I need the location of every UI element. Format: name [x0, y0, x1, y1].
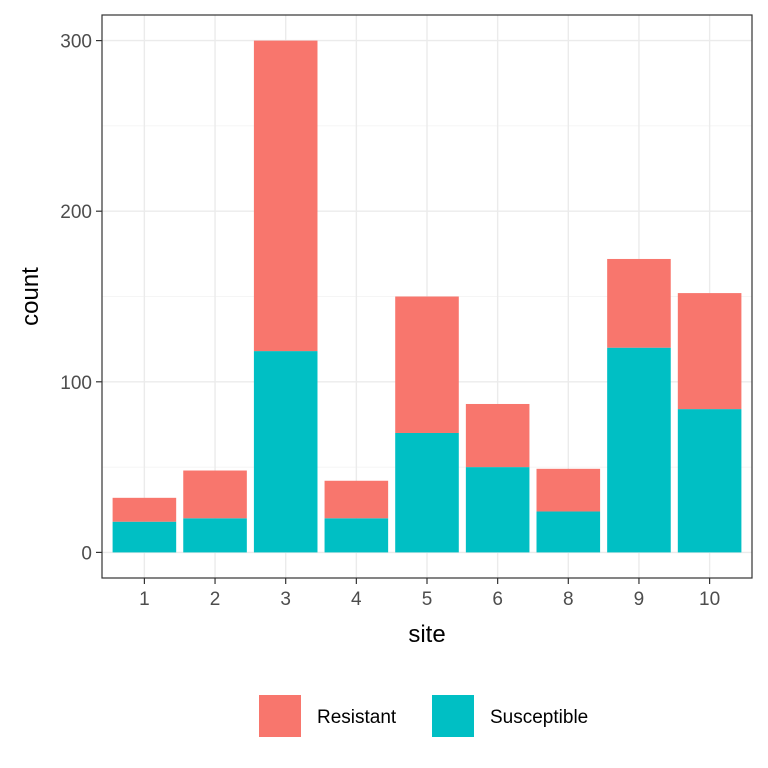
bar-susceptible-site-6	[465, 467, 530, 553]
bar-resistant-site-6	[465, 403, 530, 468]
x-tick-label: 3	[280, 589, 291, 610]
bar-susceptible-site-9	[607, 347, 671, 553]
y-tick-label: 0	[81, 543, 92, 564]
y-tick-label: 200	[60, 202, 92, 223]
bar-resistant-site-9	[607, 258, 671, 348]
legend-key-susceptible	[432, 695, 474, 737]
bar-resistant-site-5	[395, 296, 459, 433]
x-tick-label: 6	[492, 589, 503, 610]
legend-label-resistant: Resistant	[317, 707, 397, 728]
legend-key-resistant	[259, 695, 301, 737]
bar-resistant-site-2	[183, 470, 247, 519]
x-tick-label: 8	[563, 589, 574, 610]
bar-susceptible-site-3	[253, 351, 318, 553]
y-tick-label: 100	[60, 373, 92, 394]
bar-susceptible-site-1	[112, 521, 177, 553]
x-tick-label: 1	[139, 589, 150, 610]
bars	[112, 40, 742, 553]
bar-susceptible-site-8	[536, 511, 601, 553]
bar-resistant-site-1	[112, 497, 177, 522]
bar-susceptible-site-4	[324, 518, 389, 553]
y-tick-label: 300	[60, 32, 92, 53]
x-tick-label: 5	[422, 589, 433, 610]
legend-label-susceptible: Susceptible	[490, 707, 588, 728]
bar-resistant-site-3	[253, 40, 318, 352]
x-tick-label: 9	[634, 589, 645, 610]
bar-resistant-site-8	[536, 468, 601, 512]
bar-resistant-site-4	[324, 480, 389, 519]
bar-susceptible-site-5	[395, 432, 459, 553]
x-tick-label: 10	[699, 589, 720, 610]
x-tick-label: 2	[210, 589, 221, 610]
x-axis: 1 2 3 4 5 6 8 9 10	[139, 578, 720, 610]
y-axis: 0 100 200 300	[60, 32, 102, 564]
bar-resistant-site-10	[677, 293, 742, 410]
x-axis-title: site	[408, 621, 445, 648]
y-axis-title: count	[17, 267, 44, 326]
bar-susceptible-site-2	[183, 518, 247, 553]
x-tick-label: 4	[351, 589, 362, 610]
bar-susceptible-site-10	[677, 409, 742, 553]
legend: Resistant Susceptible	[259, 695, 588, 737]
